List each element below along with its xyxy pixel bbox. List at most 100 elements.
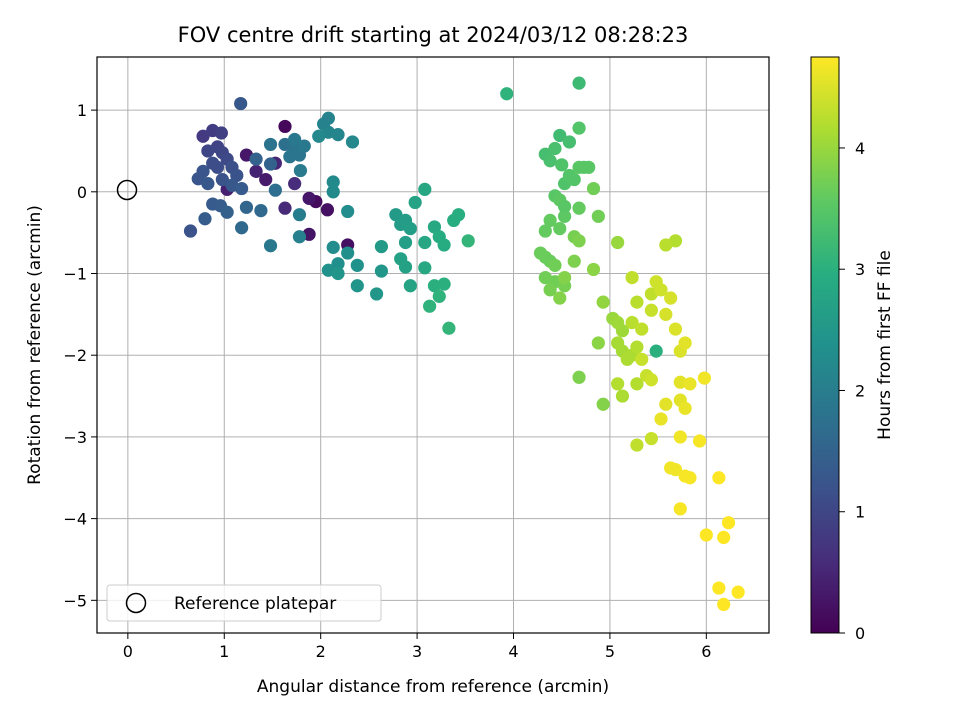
colorbar-tick-label: 1: [855, 503, 865, 522]
data-point: [263, 157, 278, 171]
data-point: [572, 234, 586, 248]
data-point: [553, 291, 567, 305]
data-point: [249, 164, 263, 178]
data-point: [673, 502, 687, 516]
data-point: [427, 220, 442, 234]
data-point: [644, 303, 658, 317]
colorbar-gradient: [810, 56, 840, 634]
data-point: [418, 182, 432, 196]
data-point: [558, 270, 572, 285]
data-point: [678, 401, 692, 415]
data-point: [712, 581, 726, 595]
legend-marker: [125, 592, 147, 614]
data-point: [215, 172, 229, 187]
y-axis-label: Rotation from reference (arcmin): [25, 205, 45, 485]
data-point: [673, 430, 687, 444]
data-point: [320, 203, 335, 217]
data-point: [345, 135, 360, 149]
data-point: [288, 177, 302, 191]
data-point: [699, 528, 713, 542]
data-point: [586, 181, 601, 196]
data-point: [586, 262, 601, 277]
data-point: [721, 516, 736, 530]
data-point: [635, 322, 649, 336]
data-point: [331, 128, 345, 142]
data-point: [403, 279, 417, 293]
data-point: [717, 530, 731, 545]
data-point: [418, 261, 432, 275]
x-tick-label: 4: [508, 642, 518, 661]
x-tick-label: 0: [123, 642, 133, 661]
colorbar-ticks: 0 1 2 3 4: [839, 139, 865, 643]
data-point: [398, 260, 413, 274]
reference-platepar-marker: [116, 179, 138, 201]
data-point: [712, 471, 726, 485]
data-point: [283, 150, 297, 164]
data-point: [254, 204, 268, 218]
data-point: [398, 235, 413, 250]
data-point: [201, 177, 215, 191]
data-point: [630, 438, 644, 452]
x-tick-label: 6: [701, 642, 711, 661]
data-point: [500, 87, 514, 101]
data-point: [235, 181, 249, 196]
y-tick-label: −1: [63, 265, 87, 284]
data-point: [572, 76, 586, 90]
data-point: [302, 191, 316, 205]
x-axis-ticks: 0 1 2 3 4 5 6: [123, 633, 711, 661]
data-point: [220, 205, 234, 219]
data-point: [543, 283, 557, 297]
y-tick-label: −2: [63, 346, 87, 365]
data-point: [630, 377, 644, 391]
data-point: [403, 221, 417, 236]
data-points: [183, 76, 745, 612]
data-point: [331, 266, 345, 281]
y-tick-label: 1: [77, 101, 87, 120]
data-point: [437, 277, 451, 291]
x-tick-label: 5: [605, 642, 615, 661]
data-point: [263, 239, 278, 253]
data-point: [659, 397, 673, 411]
data-point: [644, 431, 658, 446]
data-point: [331, 257, 345, 271]
colorbar: 0 1 2 3 4 Hours from first FF file: [810, 56, 895, 643]
data-point: [567, 254, 581, 268]
data-point: [278, 201, 292, 215]
data-point: [408, 195, 422, 210]
data-point: [615, 324, 630, 338]
data-point: [249, 152, 263, 166]
legend-box: [106, 584, 382, 622]
legend-label: Reference platepar: [174, 594, 336, 614]
data-point: [625, 270, 639, 285]
data-point: [553, 221, 567, 236]
data-point: [562, 135, 577, 149]
data-point: [183, 224, 198, 238]
data-point: [214, 126, 228, 140]
colorbar-tick-label: 4: [855, 139, 865, 158]
x-tick-label: 2: [316, 642, 326, 661]
data-point: [210, 160, 225, 174]
data-point: [239, 200, 254, 214]
data-point: [635, 352, 649, 366]
data-point: [437, 238, 451, 252]
y-tick-label: −3: [63, 428, 87, 447]
data-point: [423, 299, 437, 313]
data-point: [678, 469, 692, 483]
data-point: [572, 370, 586, 384]
data-point: [630, 340, 644, 354]
colorbar-tick-label: 3: [855, 260, 865, 279]
data-point: [326, 175, 340, 189]
data-point: [558, 209, 572, 223]
data-point: [235, 221, 249, 235]
data-point: [558, 199, 572, 214]
y-tick-label: 0: [77, 183, 87, 202]
data-point: [326, 240, 340, 254]
y-tick-label: −4: [63, 510, 87, 529]
data-point: [731, 585, 745, 599]
y-axis-ticks: 1 0 −1 −2 −3 −4 −5: [63, 101, 97, 610]
data-point: [389, 208, 403, 222]
data-point: [288, 132, 302, 147]
data-point: [659, 307, 673, 321]
data-point: [644, 373, 658, 387]
